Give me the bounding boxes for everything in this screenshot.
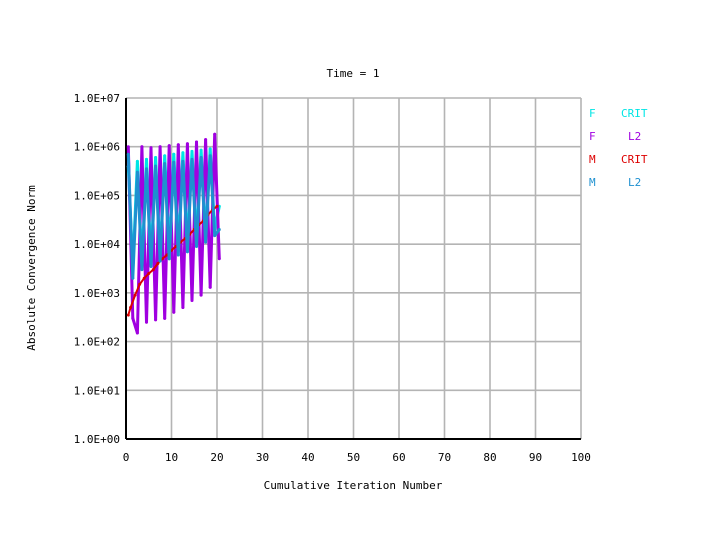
x-tick-label: 20 (210, 451, 223, 464)
data-point (133, 293, 137, 297)
data-point (142, 276, 146, 280)
x-tick-label: 80 (483, 451, 496, 464)
data-point (217, 257, 221, 261)
y-tick-label: 1.0E+07 (74, 92, 120, 105)
y-tick-label: 1.0E+05 (74, 189, 120, 202)
tick-labels: 0 10 20 30 40 50 60 70 80 90 100 1.0E+00 1.0E+01 1.0E… (74, 92, 591, 464)
data-point (149, 264, 153, 268)
data-point (129, 306, 133, 310)
data-point (131, 316, 135, 320)
x-tick-label: 30 (256, 451, 269, 464)
x-tick-label: 90 (529, 451, 542, 464)
data-point (190, 157, 194, 161)
data-point (208, 154, 212, 158)
legend-force: M (589, 153, 596, 166)
data-point (181, 306, 185, 310)
data-point (154, 164, 158, 168)
data-point (172, 160, 176, 164)
x-tick-label: 10 (165, 451, 178, 464)
data-point (138, 282, 142, 286)
data-point (172, 310, 176, 314)
data-point (126, 152, 130, 156)
y-tick-label: 1.0E+00 (74, 433, 120, 446)
plot-axes (125, 98, 581, 440)
series-group (126, 132, 221, 335)
data-point (154, 156, 158, 160)
data-point (126, 145, 130, 149)
legend-force: F (589, 130, 596, 143)
chart-title: Time = 1 (327, 67, 380, 80)
data-point (126, 313, 130, 317)
data-point (199, 156, 203, 160)
data-point (213, 234, 217, 238)
x-tick-label: 50 (347, 451, 360, 464)
data-point (144, 157, 148, 161)
data-point (158, 259, 162, 263)
data-point (176, 143, 180, 147)
data-point (154, 318, 158, 322)
data-point (172, 152, 176, 156)
y-tick-label: 1.0E+06 (74, 141, 120, 154)
data-point (195, 244, 199, 248)
data-point (199, 293, 203, 297)
legend-force: M (589, 176, 596, 189)
data-point (135, 331, 139, 335)
grid-lines (126, 97, 582, 439)
legend-type: L2 (628, 176, 641, 189)
data-point (147, 271, 151, 275)
y-tick-label: 1.0E+04 (74, 238, 121, 251)
x-axis-label: Cumulative Iteration Number (264, 479, 443, 492)
data-point (140, 145, 144, 149)
data-point (149, 146, 153, 150)
data-point (163, 154, 167, 158)
y-tick-label: 1.0E+03 (74, 287, 120, 300)
data-point (217, 227, 221, 231)
x-tick-label: 0 (123, 451, 130, 464)
x-tick-label: 70 (438, 451, 451, 464)
data-point (185, 142, 189, 146)
y-axis-label: Absolute Convergence Norm (25, 185, 38, 351)
data-point (163, 162, 167, 166)
legend-type: CRIT (621, 153, 648, 166)
data-point (208, 147, 212, 151)
y-tick-label: 1.0E+01 (74, 384, 120, 397)
y-tick-label: 1.0E+02 (74, 336, 120, 349)
data-point (199, 148, 203, 152)
x-tick-label: 40 (301, 451, 314, 464)
data-point (167, 257, 171, 261)
x-tick-label: 100 (571, 451, 591, 464)
data-point (190, 298, 194, 302)
data-point (181, 151, 185, 155)
data-point (204, 138, 208, 142)
data-point (181, 159, 185, 163)
data-point (135, 159, 139, 163)
data-point (144, 320, 148, 324)
data-point (158, 145, 162, 149)
data-point (213, 132, 217, 136)
data-point (190, 149, 194, 153)
data-point (195, 140, 199, 144)
data-point (208, 285, 212, 289)
x-tick-label: 60 (392, 451, 405, 464)
data-point (131, 276, 135, 280)
data-point (135, 170, 139, 174)
legend: F CRIT F L2 M CRIT M L2 (589, 107, 648, 189)
data-point (140, 268, 144, 272)
legend-type: CRIT (621, 107, 648, 120)
data-point (163, 316, 167, 320)
legend-type: L2 (628, 130, 641, 143)
legend-force: F (589, 107, 596, 120)
data-point (144, 167, 148, 171)
data-point (167, 144, 171, 148)
data-point (204, 240, 208, 244)
data-point (156, 262, 160, 266)
data-point (176, 253, 180, 257)
data-point (151, 268, 155, 272)
data-point (215, 204, 219, 208)
data-point (185, 250, 189, 254)
